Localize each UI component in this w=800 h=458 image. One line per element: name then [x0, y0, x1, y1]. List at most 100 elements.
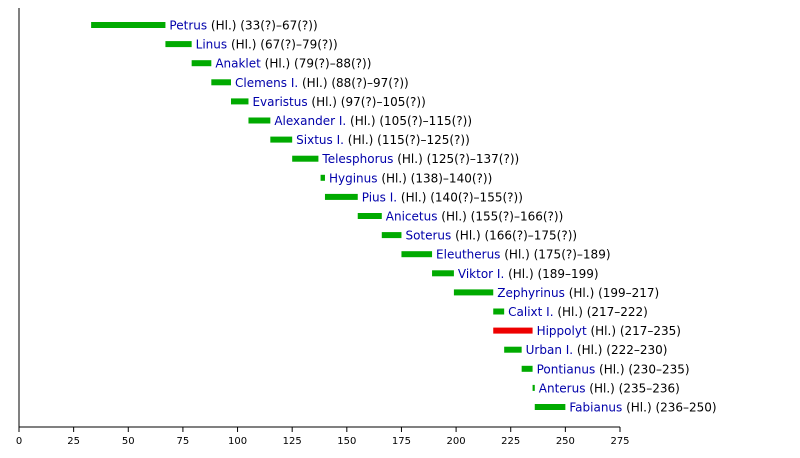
bar-label: Telesphorus (Hl.) (125(?)–137(?)): [321, 152, 519, 166]
bar-label-dates: (Hl.) (97(?)–105(?)): [308, 95, 426, 109]
x-tick-label: 100: [228, 436, 247, 447]
timeline-bar: [521, 365, 533, 372]
bar-label-name[interactable]: Alexander I.: [274, 114, 346, 128]
bar-label-dates: (Hl.) (236–250): [622, 401, 716, 415]
bar-label-name[interactable]: Eleutherus: [436, 248, 500, 262]
bar-label-dates: (Hl.) (138)–140(?)): [378, 171, 493, 185]
bar-label-name[interactable]: Calixt I.: [508, 305, 553, 319]
bar-label-name[interactable]: Hyginus: [329, 171, 378, 185]
timeline-bar: [270, 136, 293, 143]
bar-label-dates: (Hl.) (175(?)–189): [500, 248, 610, 262]
x-tick-label: 200: [447, 436, 466, 447]
bar-label-dates: (Hl.) (199–217): [565, 286, 659, 300]
bar-label-dates: (Hl.) (67(?)–79(?)): [227, 38, 338, 52]
bar-label-dates: (Hl.) (140(?)–155(?)): [397, 190, 523, 204]
timeline-bar: [230, 98, 249, 105]
bar-label: Viktor I. (Hl.) (189–199): [458, 267, 599, 281]
x-tick-label: 175: [392, 436, 411, 447]
x-tick-label: 225: [501, 436, 520, 447]
x-tick-label: 25: [67, 436, 80, 447]
timeline-bar: [191, 60, 212, 67]
bar-label-name[interactable]: Soterus: [405, 229, 451, 243]
timeline-bar: [320, 174, 325, 181]
x-tick-label: 0: [16, 436, 22, 447]
bar-label: Fabianus (Hl.) (236–250): [569, 401, 716, 415]
timeline-bar: [432, 270, 454, 277]
bar-label: Anterus (Hl.) (235–236): [539, 381, 680, 395]
bar-label-dates: (Hl.) (79(?)–88(?)): [261, 57, 372, 71]
timeline-bar: [91, 22, 166, 28]
bar-label: Evaristus (Hl.) (97(?)–105(?)): [252, 95, 425, 109]
bar-label: Zephyrinus (Hl.) (199–217): [497, 286, 659, 300]
bar-label: Alexander I. (Hl.) (105(?)–115(?)): [274, 114, 472, 128]
x-tick-label: 150: [337, 436, 356, 447]
bar-label-name[interactable]: Anterus: [539, 381, 586, 395]
bar-label-name[interactable]: Evaristus: [252, 95, 307, 109]
timeline-bar: [292, 155, 319, 162]
timeline-bar: [493, 308, 505, 315]
bar-label-dates: (Hl.) (222–230): [573, 343, 667, 357]
bar-label: Anicetus (Hl.) (155(?)–166(?)): [386, 210, 564, 224]
bar-label: Calixt I. (Hl.) (217–222): [508, 305, 648, 319]
bar-label: Petrus (Hl.) (33(?)–67(?)): [169, 19, 317, 33]
bar-label: Linus (Hl.) (67(?)–79(?)): [196, 38, 338, 52]
bar-label-name[interactable]: Urban I.: [526, 343, 573, 357]
timeline-bar: [357, 213, 382, 219]
bar-label-name[interactable]: Petrus: [169, 19, 207, 33]
bar-label-dates: (Hl.) (217–222): [554, 305, 648, 319]
bar-label: Urban I. (Hl.) (222–230): [526, 343, 668, 357]
bar-label-name[interactable]: Sixtus I.: [296, 133, 344, 147]
bar-label-name[interactable]: Clemens I.: [235, 76, 298, 90]
timeline-bar: [381, 232, 402, 239]
bar-label-dates: (Hl.) (217–235): [587, 324, 681, 338]
bar-label-dates: (Hl.) (88(?)–97(?)): [298, 76, 409, 90]
bar-label: Pontianus (Hl.) (230–235): [537, 362, 690, 376]
bar-label: Soterus (Hl.) (166(?)–175(?)): [405, 229, 577, 243]
x-tick-label: 250: [556, 436, 575, 447]
bar-label-name[interactable]: Fabianus: [569, 401, 622, 415]
bar-label-dates: (Hl.) (125(?)–137(?)): [393, 152, 519, 166]
bar-label-dates: (Hl.) (235–236): [585, 381, 679, 395]
bar-label-name[interactable]: Pontianus: [537, 362, 596, 376]
bar-label-name[interactable]: Pius I.: [362, 190, 397, 204]
timeline-bar: [211, 79, 231, 86]
timeline-bar: [401, 251, 433, 258]
x-tick-label: 50: [122, 436, 135, 447]
bar-label: Sixtus I. (Hl.) (115(?)–125(?)): [296, 133, 470, 147]
bar-label: Anaklet (Hl.) (79(?)–88(?)): [215, 57, 371, 71]
timeline-bar: [165, 41, 192, 48]
bar-label-name[interactable]: Viktor I.: [458, 267, 504, 281]
x-tick-label: 75: [177, 436, 190, 447]
bar-label-name[interactable]: Anicetus: [386, 210, 438, 224]
bar-label-name[interactable]: Zephyrinus: [497, 286, 565, 300]
bar-label-name[interactable]: Telesphorus: [321, 152, 393, 166]
bar-label-name[interactable]: Anaklet: [215, 57, 261, 71]
chart-axes: 0 25 50 75 100 125 150 175 200 225 250 275: [16, 8, 630, 447]
bar-label-dates: (Hl.) (105(?)–115(?)): [346, 114, 472, 128]
timeline-bar: [248, 117, 271, 124]
bar-label-dates: (Hl.) (189–199): [504, 267, 598, 281]
bar-label-name[interactable]: Hippolyt: [537, 324, 587, 338]
timeline-bar: [453, 289, 494, 296]
bar-label-dates: (Hl.) (230–235): [595, 362, 689, 376]
bar-label: Hyginus (Hl.) (138)–140(?)): [329, 171, 492, 185]
bar-label: Pius I. (Hl.) (140(?)–155(?)): [362, 190, 523, 204]
bar-label: Eleutherus (Hl.) (175(?)–189): [436, 248, 610, 262]
x-tick-label: 275: [610, 436, 629, 447]
bar-label-dates: (Hl.) (115(?)–125(?)): [344, 133, 470, 147]
bar-label: Clemens I. (Hl.) (88(?)–97(?)): [235, 76, 409, 90]
x-tick-label: 125: [283, 436, 302, 447]
timeline-bar: [493, 327, 533, 334]
bar-label-dates: (Hl.) (166(?)–175(?)): [451, 229, 577, 243]
bar-label-dates: (Hl.) (155(?)–166(?)): [437, 210, 563, 224]
chart-bars: [91, 22, 566, 410]
timeline-bar: [324, 193, 358, 200]
bar-label-dates: (Hl.) (33(?)–67(?)): [207, 19, 318, 33]
bar-label-name[interactable]: Linus: [196, 38, 227, 52]
timeline-bar: [504, 346, 522, 353]
timeline-bar: [534, 404, 566, 410]
timeline-bar: [532, 384, 535, 391]
chart-labels: Petrus (Hl.) (33(?)–67(?)) Linus (Hl.) (6…: [169, 19, 716, 415]
bar-label: Hippolyt (Hl.) (217–235): [537, 324, 681, 338]
